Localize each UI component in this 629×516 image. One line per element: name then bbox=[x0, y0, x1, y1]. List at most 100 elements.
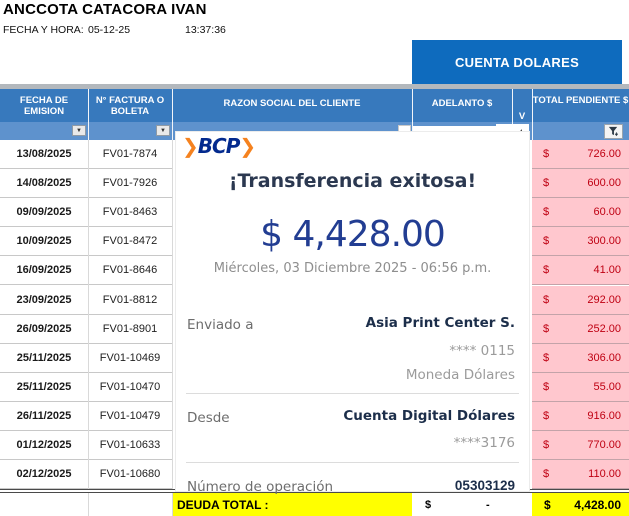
hora-value: 13:37:36 bbox=[185, 24, 226, 36]
filter-funnel-total-pendiente[interactable] bbox=[604, 124, 623, 139]
cell-fecha-emision: 10/09/2025 bbox=[0, 227, 88, 257]
cell-factura: FV01-8901 bbox=[88, 315, 172, 344]
fecha-hora-label: FECHA Y HORA: bbox=[3, 24, 84, 36]
currency-symbol: $ bbox=[543, 468, 550, 481]
column-header-factura: N° FACTURA O BOLETA bbox=[95, 95, 165, 117]
pendiente-amount: 726.00 bbox=[587, 148, 621, 160]
chevron-down-icon: ▼ bbox=[160, 127, 166, 134]
receipt-title: ¡Transferencia exitosa! bbox=[228, 170, 477, 192]
currency-symbol: $ bbox=[544, 497, 551, 512]
cell-total-pendiente: $110.00 bbox=[532, 460, 629, 490]
cell-fecha-emision: 14/08/2025 bbox=[0, 169, 88, 199]
receipt-divider bbox=[186, 462, 519, 463]
bcp-chevron-icon: ❯ bbox=[239, 134, 256, 158]
receipt-datetime: Miércoles, 03 Diciembre 2025 - 06:56 p.m… bbox=[213, 261, 492, 276]
cell-fecha-emision: 26/09/2025 bbox=[0, 315, 88, 344]
column-header-v: V bbox=[518, 111, 526, 122]
cell-total-pendiente: $60.00 bbox=[532, 198, 629, 228]
deuda-total-cell: $ 4,428.00 bbox=[532, 493, 629, 516]
account-banner: CUENTA DOLARES bbox=[412, 40, 622, 84]
pendiente-amount: 292.00 bbox=[587, 293, 621, 306]
cell-total-pendiente: $300.00 bbox=[532, 227, 629, 257]
transfer-receipt-popup: ❯BCP❯ ¡Transferencia exitosa! $ 4,428.00… bbox=[175, 131, 530, 495]
currency-symbol: $ bbox=[543, 351, 550, 364]
operation-number-label: Número de operación bbox=[187, 479, 334, 495]
total-row: DEUDA TOTAL : $ - $ 4,428.00 bbox=[0, 493, 629, 516]
from-name: Cuenta Digital Dólares bbox=[343, 408, 515, 424]
currency-symbol: $ bbox=[543, 322, 550, 335]
deuda-total-value: 4,428.00 bbox=[574, 497, 621, 512]
currency-symbol: $ bbox=[543, 206, 550, 219]
sent-to-label: Enviado a bbox=[187, 317, 254, 333]
operation-number-value: 05303129 bbox=[454, 478, 515, 493]
pendiente-amount: 770.00 bbox=[587, 439, 621, 451]
grid-line bbox=[88, 493, 89, 516]
cell-fecha-emision: 25/11/2025 bbox=[0, 344, 88, 373]
cell-factura: FV01-8812 bbox=[88, 286, 172, 315]
column-header-total-pendiente: TOTAL PENDIENTE $ bbox=[532, 95, 629, 106]
grid-line bbox=[88, 140, 89, 489]
from-label: Desde bbox=[187, 410, 230, 426]
cell-total-pendiente: $292.00 bbox=[532, 285, 629, 315]
cell-fecha-emision: 02/12/2025 bbox=[0, 460, 88, 490]
currency-symbol: $ bbox=[543, 380, 550, 393]
table-row: 26/11/2025 FV01-10479 $916.00 bbox=[0, 401, 629, 431]
bcp-logo: ❯BCP❯ bbox=[182, 134, 256, 158]
table-row: 23/09/2025 FV01-8812 $292.00 bbox=[0, 285, 629, 315]
header-separator bbox=[512, 89, 513, 140]
cell-factura: FV01-8646 bbox=[88, 256, 172, 286]
cell-fecha-emision: 13/08/2025 bbox=[0, 140, 88, 169]
header-separator bbox=[412, 89, 413, 140]
pendiente-amount: 600.00 bbox=[587, 177, 621, 190]
table-row: 13/08/2025 FV01-7874 $726.00 bbox=[0, 140, 629, 169]
cell-total-pendiente: $252.00 bbox=[532, 314, 629, 344]
sent-to-name: Asia Print Center S. bbox=[365, 315, 515, 331]
sent-to-currency: Moneda Dólares bbox=[405, 367, 515, 383]
cell-fecha-emision: 01/12/2025 bbox=[0, 431, 88, 460]
deuda-total-label: DEUDA TOTAL : bbox=[172, 493, 412, 516]
bcp-logo-text: BCP bbox=[197, 134, 241, 158]
cell-fecha-emision: 26/11/2025 bbox=[0, 402, 88, 431]
currency-symbol: $ bbox=[543, 177, 550, 190]
cell-total-pendiente: $770.00 bbox=[532, 431, 629, 460]
currency-symbol: $ bbox=[543, 439, 550, 451]
grid-line bbox=[172, 493, 173, 516]
receipt-amount: $ 4,428.00 bbox=[260, 214, 446, 255]
table-row: 10/09/2025 FV01-8472 $300.00 bbox=[0, 227, 629, 257]
column-header-razon-social: RAZON SOCIAL DEL CLIENTE bbox=[223, 98, 361, 109]
table-row: 02/12/2025 FV01-10680 $110.00 bbox=[0, 460, 629, 490]
filter-dropdown-fecha[interactable]: ▼ bbox=[72, 125, 86, 136]
cell-factura: FV01-10470 bbox=[88, 373, 172, 402]
table-row: 25/11/2025 FV01-10469 $306.00 bbox=[0, 343, 629, 373]
header-separator bbox=[88, 89, 89, 140]
pendiente-amount: 55.00 bbox=[593, 380, 621, 393]
cell-factura: FV01-8472 bbox=[88, 227, 172, 257]
table-row: 16/09/2025 FV01-8646 $41.00 bbox=[0, 256, 629, 286]
pendiente-amount: 306.00 bbox=[587, 351, 621, 364]
table-row: 14/08/2025 FV01-7926 $600.00 bbox=[0, 169, 629, 199]
cell-factura: FV01-7874 bbox=[88, 140, 172, 169]
fecha-value: 05-12-25 bbox=[88, 24, 131, 36]
cell-total-pendiente: $55.00 bbox=[532, 372, 629, 402]
pendiente-amount: 60.00 bbox=[593, 206, 621, 219]
filter-dropdown-factura[interactable]: ▼ bbox=[156, 125, 170, 136]
cell-total-pendiente: $726.00 bbox=[532, 140, 629, 169]
cell-fecha-emision: 09/09/2025 bbox=[0, 198, 88, 228]
row-divider-strip bbox=[0, 84, 629, 89]
cell-factura: FV01-7926 bbox=[88, 169, 172, 199]
cell-total-pendiente: $41.00 bbox=[532, 256, 629, 286]
bcp-chevron-icon: ❯ bbox=[182, 134, 199, 158]
pendiente-amount: 252.00 bbox=[587, 322, 621, 335]
cell-total-pendiente: $600.00 bbox=[532, 169, 629, 199]
header-separator bbox=[532, 89, 533, 140]
pendiente-amount: 916.00 bbox=[587, 409, 621, 422]
pendiente-amount: 300.00 bbox=[587, 235, 621, 248]
cell-fecha-emision: 25/11/2025 bbox=[0, 373, 88, 402]
table-row: 09/09/2025 FV01-8463 $60.00 bbox=[0, 198, 629, 228]
cell-fecha-emision: 16/09/2025 bbox=[0, 256, 88, 286]
cell-factura: FV01-8463 bbox=[88, 198, 172, 228]
currency-symbol: $ bbox=[543, 264, 550, 277]
table-row: 25/11/2025 FV01-10470 $55.00 bbox=[0, 372, 629, 402]
from-account: ****3176 bbox=[453, 435, 515, 451]
